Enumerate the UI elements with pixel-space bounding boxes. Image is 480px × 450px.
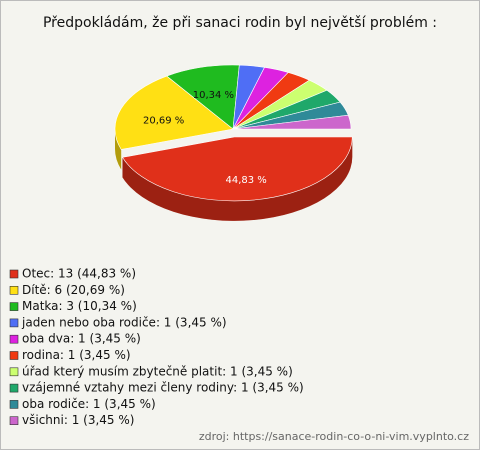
legend-swatch: [9, 383, 19, 393]
legend-swatch: [9, 318, 19, 328]
slice: [166, 64, 240, 130]
slice-side-shade: [115, 129, 122, 170]
legend-swatch: [9, 285, 19, 295]
legend-label: rodina: 1 (3,45 %): [22, 348, 131, 362]
slice-label: 10,34 %: [193, 90, 234, 101]
legend-label: Otec: 13 (44,83 %): [22, 267, 136, 281]
legend-label: oba rodiče: 1 (3,45 %): [22, 397, 156, 411]
legend-label: úřad který musím zbytečně platit: 1 (3,4…: [22, 364, 293, 378]
slice: [232, 114, 352, 130]
legend-swatch: [9, 400, 19, 409]
slice-label: 44,83 %: [225, 175, 266, 186]
legend-label: jaden nebo oba rodiče: 1 (3,45 %): [21, 315, 227, 329]
slice-side-shade: [122, 136, 353, 221]
slice-side: [122, 136, 353, 221]
legend-swatch: [9, 416, 19, 426]
legend-label: všichni: 1 (3,45 %): [22, 413, 134, 427]
chart-title: Předpokládám, že při sanaci rodin byl ne…: [43, 15, 437, 31]
legend-label: oba dva: 1 (3,45 %): [22, 332, 141, 346]
legend-swatch: [9, 351, 19, 360]
legend-label: Dítě: 6 (20,69 %): [22, 283, 125, 297]
legend-swatch: [9, 334, 19, 344]
slice-side: [115, 129, 122, 170]
legend-swatch: [9, 367, 19, 377]
legend-label: vzájemné vztahy mezi členy rodiny: 1 (3,…: [22, 381, 304, 395]
slice-label: 20,69 %: [143, 115, 184, 126]
source-note: zdroj: https://sanace-rodin-co-o-ni-vim.…: [199, 430, 469, 443]
legend-swatch: [9, 302, 19, 311]
slice: [114, 75, 234, 150]
legend-swatch: [9, 269, 19, 279]
legend-label: Matka: 3 (10,34 %): [22, 299, 137, 313]
slice: [121, 136, 353, 202]
